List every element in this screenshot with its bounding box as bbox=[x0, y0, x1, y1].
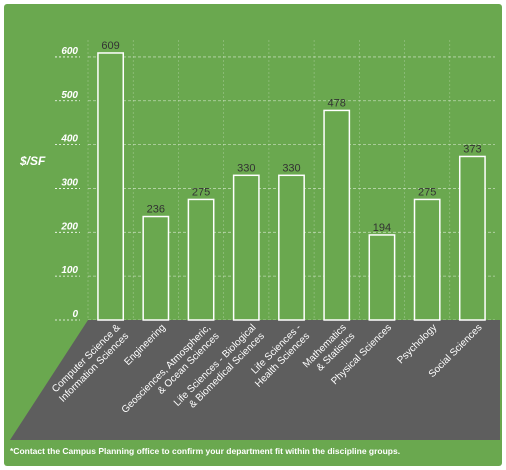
bar-0 bbox=[97, 52, 125, 321]
value-label-5: 478 bbox=[328, 97, 346, 109]
y-tick-label-200: 200 bbox=[60, 221, 78, 232]
bar-6 bbox=[368, 234, 396, 321]
value-label-2: 275 bbox=[192, 186, 210, 198]
bars bbox=[97, 52, 486, 321]
y-tick-label-600: 600 bbox=[61, 46, 78, 57]
value-label-8: 373 bbox=[463, 143, 481, 155]
footnote: *Contact the Campus Planning office to c… bbox=[10, 446, 401, 456]
bar-2 bbox=[187, 198, 215, 321]
bar-7 bbox=[413, 198, 441, 321]
bar-4 bbox=[278, 174, 305, 321]
category-band bbox=[10, 320, 500, 440]
y-tick-label-400: 400 bbox=[60, 134, 78, 145]
y-axis-label: $/SF bbox=[19, 154, 46, 168]
y-tick-label-300: 300 bbox=[61, 177, 78, 188]
y-tick-label-100: 100 bbox=[61, 265, 78, 276]
value-label-1: 236 bbox=[147, 204, 165, 216]
bar-1 bbox=[142, 215, 170, 321]
value-label-3: 330 bbox=[237, 162, 255, 174]
bar-5 bbox=[323, 109, 351, 321]
value-labels: 609 236 275 330 330 478 194 275 373 bbox=[101, 40, 481, 234]
y-axis: 0 100 200 300 400 500 600 bbox=[55, 46, 80, 321]
y-tick-label-500: 500 bbox=[61, 90, 78, 101]
value-label-7: 275 bbox=[418, 186, 436, 198]
y-tick-label-0: 0 bbox=[72, 309, 78, 320]
value-label-4: 330 bbox=[282, 162, 300, 174]
bar-3 bbox=[232, 174, 260, 321]
value-label-6: 194 bbox=[373, 222, 391, 234]
bar-8 bbox=[458, 155, 486, 321]
value-label-0: 609 bbox=[101, 40, 119, 52]
